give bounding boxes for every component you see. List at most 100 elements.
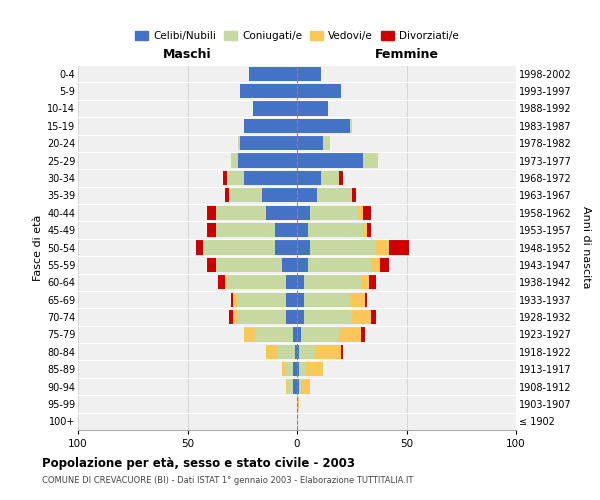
Bar bbox=[225, 188, 229, 202]
Bar bbox=[297, 223, 308, 237]
Bar bbox=[225, 275, 227, 289]
Bar bbox=[352, 310, 371, 324]
Bar bbox=[262, 188, 297, 202]
Bar bbox=[308, 258, 371, 272]
Bar bbox=[249, 66, 297, 81]
Bar bbox=[223, 171, 227, 185]
Bar bbox=[306, 362, 323, 376]
Bar bbox=[297, 310, 304, 324]
Bar bbox=[301, 380, 310, 394]
Bar bbox=[301, 328, 338, 342]
Bar bbox=[293, 380, 297, 394]
Bar bbox=[297, 362, 299, 376]
Bar bbox=[229, 310, 233, 324]
Bar bbox=[253, 102, 297, 116]
Bar bbox=[338, 328, 361, 342]
Bar bbox=[286, 362, 293, 376]
Bar bbox=[293, 328, 297, 342]
Bar bbox=[297, 380, 299, 394]
Bar bbox=[275, 240, 297, 254]
Text: Popolazione per età, sesso e stato civile - 2003: Popolazione per età, sesso e stato civil… bbox=[42, 458, 355, 470]
Bar bbox=[310, 206, 358, 220]
Bar bbox=[297, 136, 323, 150]
Bar bbox=[297, 102, 328, 116]
Bar bbox=[304, 310, 352, 324]
Bar bbox=[286, 380, 288, 394]
Bar bbox=[238, 136, 240, 150]
Bar bbox=[232, 154, 238, 168]
Bar bbox=[240, 84, 297, 98]
Bar bbox=[232, 292, 233, 307]
Bar bbox=[361, 328, 365, 342]
Bar bbox=[367, 223, 371, 237]
Bar bbox=[297, 206, 310, 220]
Bar bbox=[288, 380, 293, 394]
Bar bbox=[281, 362, 286, 376]
Bar bbox=[244, 171, 297, 185]
Bar bbox=[297, 240, 310, 254]
Bar bbox=[240, 136, 297, 150]
Bar bbox=[233, 310, 238, 324]
Bar bbox=[293, 362, 297, 376]
Bar bbox=[297, 344, 299, 359]
Bar bbox=[297, 328, 301, 342]
Bar bbox=[216, 206, 266, 220]
Bar bbox=[275, 223, 297, 237]
Text: COMUNE DI CREVACUORE (BI) - Dati ISTAT 1° gennaio 2003 - Elaborazione TUTTITALIA: COMUNE DI CREVACUORE (BI) - Dati ISTAT 1… bbox=[42, 476, 413, 485]
Bar bbox=[361, 275, 369, 289]
Bar bbox=[380, 258, 389, 272]
Bar bbox=[244, 328, 256, 342]
Bar bbox=[297, 292, 304, 307]
Bar bbox=[350, 292, 365, 307]
Bar bbox=[233, 292, 238, 307]
Bar bbox=[286, 292, 297, 307]
Bar bbox=[277, 344, 295, 359]
Bar bbox=[218, 275, 225, 289]
Bar bbox=[286, 275, 297, 289]
Text: Maschi: Maschi bbox=[163, 48, 212, 62]
Bar bbox=[304, 275, 361, 289]
Bar bbox=[362, 154, 378, 168]
Bar bbox=[338, 171, 343, 185]
Bar bbox=[203, 240, 275, 254]
Bar bbox=[266, 206, 297, 220]
Bar bbox=[286, 310, 297, 324]
Bar bbox=[297, 171, 321, 185]
Bar bbox=[299, 380, 301, 394]
Y-axis label: Anni di nascita: Anni di nascita bbox=[581, 206, 591, 289]
Bar bbox=[216, 258, 281, 272]
Bar bbox=[376, 240, 389, 254]
Bar bbox=[227, 275, 286, 289]
Bar bbox=[256, 328, 293, 342]
Bar bbox=[350, 118, 352, 133]
Bar bbox=[297, 118, 350, 133]
Bar bbox=[295, 344, 297, 359]
Bar bbox=[299, 362, 306, 376]
Bar bbox=[238, 154, 297, 168]
Bar bbox=[371, 310, 376, 324]
Bar bbox=[297, 84, 341, 98]
Bar bbox=[297, 397, 299, 411]
Bar bbox=[297, 154, 362, 168]
Bar bbox=[308, 223, 362, 237]
Bar bbox=[297, 188, 317, 202]
Bar bbox=[341, 344, 343, 359]
Bar bbox=[244, 118, 297, 133]
Bar bbox=[352, 188, 356, 202]
Bar bbox=[310, 240, 376, 254]
Bar bbox=[317, 188, 352, 202]
Bar bbox=[323, 136, 330, 150]
Bar bbox=[207, 206, 216, 220]
Bar bbox=[216, 223, 275, 237]
Bar bbox=[299, 344, 314, 359]
Bar bbox=[238, 310, 286, 324]
Bar bbox=[207, 258, 216, 272]
Bar bbox=[229, 188, 262, 202]
Legend: Celibi/Nubili, Coniugati/e, Vedovi/e, Divorziati/e: Celibi/Nubili, Coniugati/e, Vedovi/e, Di… bbox=[131, 26, 463, 45]
Bar bbox=[389, 240, 409, 254]
Bar bbox=[362, 223, 367, 237]
Bar bbox=[281, 258, 297, 272]
Bar bbox=[369, 275, 376, 289]
Bar bbox=[238, 292, 286, 307]
Y-axis label: Fasce di età: Fasce di età bbox=[32, 214, 43, 280]
